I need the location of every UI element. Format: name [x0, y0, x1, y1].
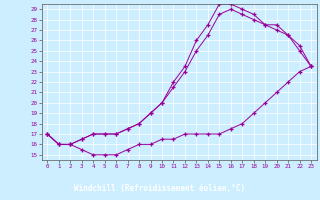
Text: Windchill (Refroidissement éolien,°C): Windchill (Refroidissement éolien,°C) — [75, 184, 245, 193]
